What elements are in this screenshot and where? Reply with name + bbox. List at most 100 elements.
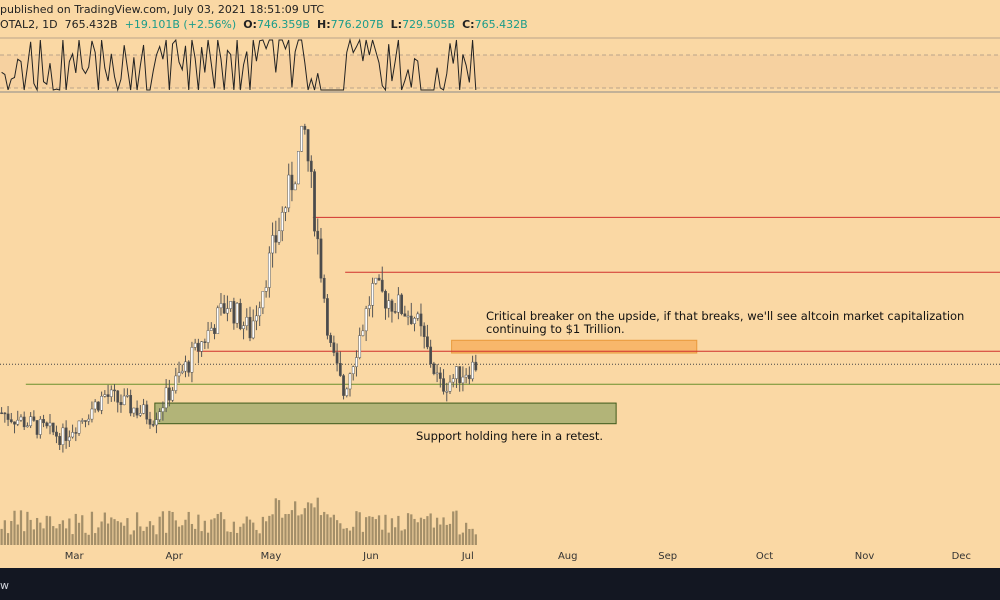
candle-body <box>390 300 394 312</box>
candle-body <box>26 425 29 428</box>
candle-body <box>377 277 381 281</box>
candle-body <box>3 412 7 415</box>
volume-bar <box>84 532 87 545</box>
candle-body <box>248 316 252 339</box>
volume-bar <box>274 498 277 545</box>
volume-bar <box>458 534 461 545</box>
volume-bar <box>258 533 261 545</box>
candle-body <box>48 422 52 427</box>
candle-body <box>277 230 281 243</box>
volume-bar <box>26 511 29 545</box>
candle-body <box>22 416 26 428</box>
candle-body <box>71 432 74 438</box>
candle-body <box>38 419 42 435</box>
candle-body <box>167 387 171 401</box>
volume-bar <box>58 523 61 545</box>
volume-bar <box>377 515 381 545</box>
volume-bar <box>365 517 368 545</box>
candle-body <box>238 303 242 329</box>
volume-bar <box>16 524 19 545</box>
volume-bar <box>252 522 255 545</box>
candle-body <box>471 361 474 380</box>
candle-body <box>235 303 239 324</box>
candle-body <box>319 238 323 279</box>
candle-body <box>416 313 420 319</box>
volume-bar <box>416 522 419 545</box>
volume-bar <box>158 516 161 545</box>
volume-bar <box>265 521 268 545</box>
indicator-line <box>1 38 477 92</box>
volume-bar <box>61 520 65 545</box>
candle-body <box>445 391 449 393</box>
candle-body <box>158 411 162 420</box>
volume-bar <box>119 522 123 545</box>
candle-body <box>187 361 191 373</box>
candle-body <box>474 361 478 371</box>
candle-body <box>32 416 36 421</box>
candle-body <box>67 436 71 441</box>
close-label: C: <box>462 18 475 31</box>
x-axis-label: Sep <box>658 551 677 562</box>
volume-bar <box>161 511 165 545</box>
candle-body <box>206 330 210 343</box>
volume-bar <box>313 507 316 545</box>
volume-bar <box>410 514 413 545</box>
x-axis-label: Nov <box>855 551 875 562</box>
candle-body <box>213 327 216 334</box>
breaker-annotation: Critical breaker on the upside, if that … <box>486 309 964 336</box>
volume-bar <box>65 528 68 545</box>
volume-bar <box>116 521 119 545</box>
candle-body <box>113 389 116 392</box>
volume-bar <box>465 522 468 545</box>
volume-bar <box>426 516 429 545</box>
candle-body <box>367 305 371 309</box>
volume-bar <box>39 522 42 545</box>
volume-bar <box>239 526 242 545</box>
volume-bar <box>132 530 135 545</box>
volume-bar <box>394 527 397 545</box>
volume-bar <box>213 518 216 545</box>
candle-body <box>322 277 326 299</box>
candle-body <box>103 394 107 397</box>
volume-bar <box>181 525 184 545</box>
volume-bar <box>23 531 26 545</box>
candle-body <box>251 320 255 339</box>
volume-bar <box>281 517 284 545</box>
candle-body <box>16 419 20 425</box>
volume-bar <box>413 518 416 545</box>
candle-body <box>151 424 155 426</box>
candle-body <box>271 235 274 254</box>
volume-bar <box>235 532 239 545</box>
candle-body <box>0 412 3 414</box>
volume-bar <box>342 528 345 545</box>
x-axis-label: Oct <box>756 551 773 562</box>
candle-body <box>229 301 233 309</box>
x-axis-label: Dec <box>952 551 971 562</box>
candle-body <box>171 390 174 401</box>
volume-bar <box>52 526 55 545</box>
candle-body <box>129 395 133 414</box>
candle-body <box>442 378 445 392</box>
volume-bar <box>403 529 406 545</box>
volume-bar <box>332 514 335 545</box>
candle-body <box>280 211 284 232</box>
volume-bar <box>71 534 74 545</box>
candle-body <box>9 419 13 423</box>
volume-bar <box>374 519 377 545</box>
price-change: +19.101B (+2.56%) <box>124 18 237 31</box>
candle-body <box>145 404 149 420</box>
volume-bar <box>390 518 394 545</box>
candle-body <box>190 347 194 373</box>
x-axis-label: Jun <box>362 551 379 562</box>
low-value: 729.505B <box>402 18 456 31</box>
volume-bar <box>90 511 94 545</box>
volume-bar <box>474 534 477 545</box>
volume-bar <box>268 515 271 545</box>
volume-bar <box>3 520 6 545</box>
candle-body <box>461 376 465 384</box>
volume-bar <box>29 519 32 545</box>
ohlc-readout: OTAL2, 1D 765.432B +19.101B (+2.56%) O:7… <box>0 18 528 31</box>
high-value: 776.207B <box>330 18 384 31</box>
volume-bar <box>135 512 139 545</box>
